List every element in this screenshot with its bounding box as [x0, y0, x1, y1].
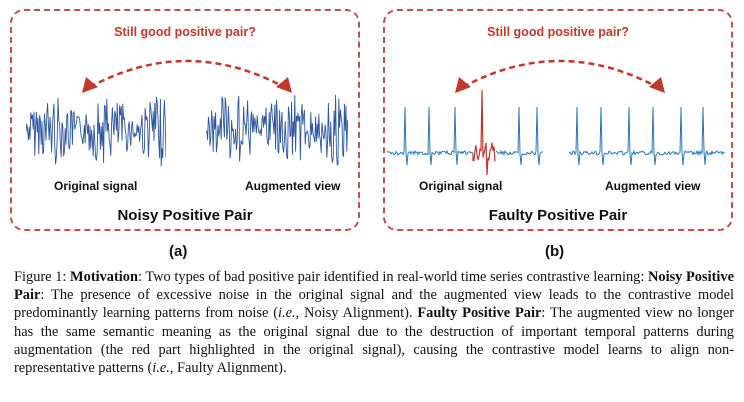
augmented-view-label: Augmented view	[605, 179, 701, 193]
noisy-term: Noisy Positive Pair	[14, 269, 734, 304]
noisy-ie: i.e.	[278, 305, 296, 322]
noisy-text: : The presence of excessive noise in the…	[14, 287, 734, 322]
original-signal-label: Original signal	[419, 179, 503, 193]
faulty-text-end: , Faulty Alignment).	[169, 360, 287, 377]
faulty-text: : The augmented view no longer has the s…	[14, 305, 734, 377]
noisy-pair-panel: Still good positive pair? Original signa…	[10, 9, 360, 231]
subfigure-label-b: (b)	[545, 243, 565, 260]
noisy-waveform	[206, 94, 348, 166]
ecg-waveform	[569, 106, 725, 166]
question-label: Still good positive pair?	[114, 25, 256, 39]
faulty-ie: i.e.	[152, 360, 170, 377]
noisy-waveform	[26, 96, 166, 167]
faulty-pair-panel: Still good positive pair? Original signa…	[383, 9, 733, 231]
double-arrow-icon	[455, 59, 665, 93]
motivation-term: Motivation	[70, 269, 138, 285]
faulty-term: Faulty Positive Pair	[417, 305, 542, 322]
augmented-ecg-signal	[569, 106, 725, 166]
pair-title: Noisy Positive Pair	[117, 207, 253, 224]
faulty-segment	[472, 89, 496, 175]
original-ecg-signal	[387, 89, 543, 175]
pair-title: Faulty Positive Pair	[488, 207, 628, 224]
augmented-view-label: Augmented view	[245, 179, 341, 193]
ecg-waveform	[387, 106, 543, 166]
subfigure-label-a: (a)	[169, 243, 188, 260]
double-arrow-icon	[82, 59, 292, 93]
noisy-text-end: , Noisy Alignment).	[295, 305, 413, 322]
figure-caption: Figure 1: Motivation: Two types of bad p…	[14, 268, 734, 377]
figure-label: Figure 1:	[14, 269, 67, 285]
augmented-noisy-signal	[206, 94, 348, 166]
original-signal-label: Original signal	[54, 179, 138, 193]
motivation-text: : Two types of bad positive pair identif…	[138, 269, 645, 285]
question-label: Still good positive pair?	[487, 25, 629, 39]
original-noisy-signal	[26, 96, 166, 167]
